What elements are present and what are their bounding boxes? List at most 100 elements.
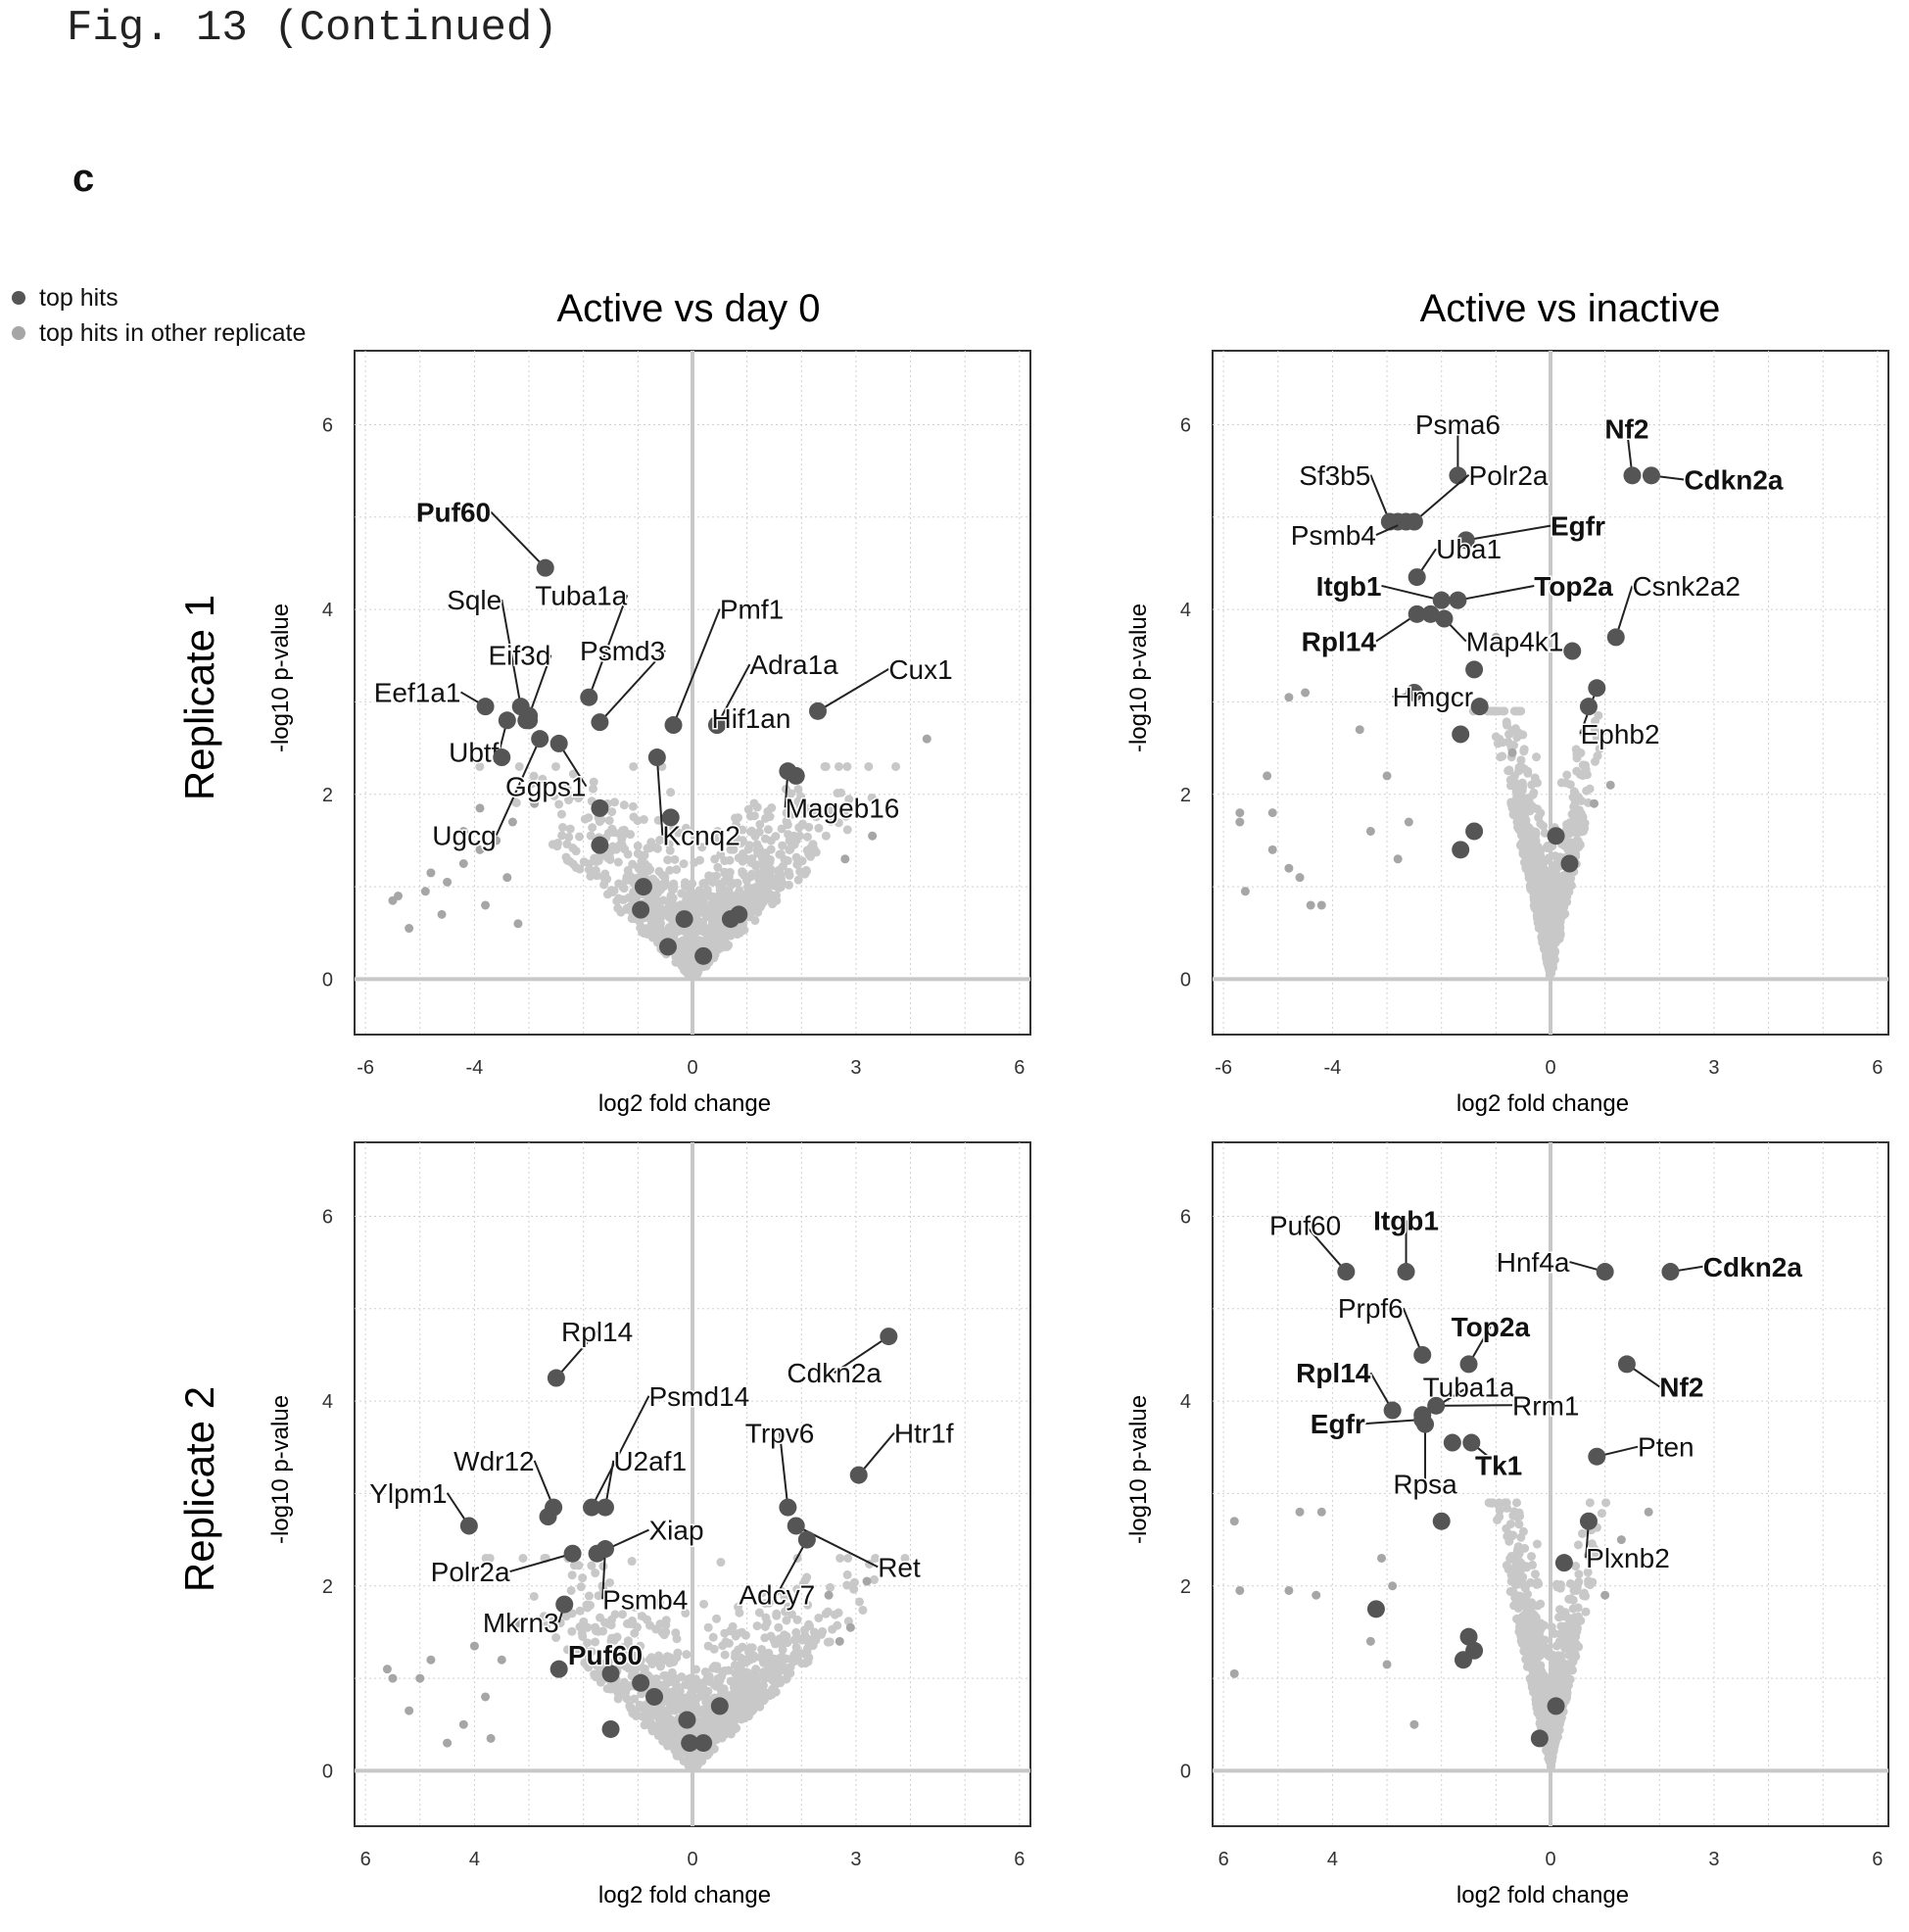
hit-point — [662, 808, 680, 826]
outlier-point — [502, 873, 511, 882]
outlier-point — [513, 919, 522, 928]
hit-point — [1449, 592, 1466, 609]
hit-point — [602, 1720, 620, 1738]
background-point — [774, 1623, 783, 1632]
background-point — [692, 1665, 700, 1673]
background-point — [1539, 867, 1548, 876]
background-point — [1570, 789, 1579, 797]
outlier-point — [846, 1623, 855, 1632]
background-point — [1516, 1602, 1525, 1611]
outlier-point — [1301, 689, 1310, 698]
hit-point — [537, 559, 554, 577]
background-point — [709, 1633, 718, 1642]
background-point — [1531, 1570, 1540, 1578]
hit-point — [1623, 466, 1641, 484]
leader-line — [1436, 1405, 1512, 1406]
hit-label: Xiap — [648, 1516, 703, 1546]
background-point — [552, 842, 561, 850]
outlier-point — [1383, 771, 1392, 780]
background-point — [1548, 1734, 1556, 1743]
background-point — [791, 1649, 800, 1658]
hit-label: Nf2 — [1659, 1372, 1703, 1402]
outlier-point — [1405, 818, 1413, 827]
hit-label: Adcy7 — [739, 1580, 815, 1611]
x-axis-label: log2 fold change — [598, 1090, 771, 1117]
hit-point — [550, 735, 568, 752]
outlier-point — [1235, 818, 1244, 827]
background-point — [666, 788, 675, 797]
background-point — [651, 878, 660, 887]
background-point — [624, 866, 633, 875]
hit-point — [1444, 1434, 1461, 1452]
x-tick-label: -4 — [466, 1057, 484, 1079]
hit-label: Nf2 — [1604, 414, 1648, 445]
background-point — [756, 900, 765, 909]
hit-label: Wdr12 — [453, 1446, 534, 1476]
background-point — [1580, 1588, 1589, 1597]
x-tick-label: 6 — [360, 1849, 371, 1870]
hit-point — [676, 910, 693, 928]
background-point — [835, 1554, 844, 1563]
hit-point — [635, 878, 652, 895]
outlier-point — [1235, 808, 1244, 817]
hit-point — [1460, 1355, 1478, 1373]
background-point — [1562, 771, 1571, 780]
background-point — [673, 1649, 682, 1658]
x-tick-label: -6 — [357, 1057, 374, 1079]
background-point — [1512, 706, 1521, 715]
background-point — [695, 856, 704, 865]
background-point — [704, 1726, 713, 1735]
background-point — [530, 1592, 539, 1601]
background-point — [686, 945, 694, 954]
background-point — [1512, 733, 1521, 742]
hit-point — [1555, 1554, 1573, 1571]
background-point — [628, 875, 637, 884]
hit-label: Psmb4 — [602, 1584, 688, 1615]
background-point — [680, 859, 689, 868]
background-point — [576, 1607, 585, 1616]
background-point — [1521, 1584, 1530, 1593]
background-point — [1556, 1685, 1565, 1694]
background-point — [1531, 830, 1540, 839]
background-point — [640, 815, 648, 824]
background-point — [588, 823, 597, 832]
hit-label: Puf60 — [1269, 1210, 1341, 1240]
background-point — [720, 877, 729, 886]
hit-point — [1462, 1434, 1480, 1452]
background-point — [1574, 837, 1583, 845]
outlier-point — [1284, 864, 1293, 873]
background-point — [1520, 858, 1529, 867]
background-point — [1539, 1677, 1548, 1686]
y-axis-label: -log10 p-value — [1125, 604, 1152, 752]
hit-label: Psmb4 — [1291, 520, 1376, 551]
hit-point — [548, 1370, 565, 1387]
hit-point — [880, 1328, 897, 1345]
background-point — [1523, 1657, 1532, 1666]
y-tick-label: 0 — [1180, 969, 1191, 990]
background-point — [1493, 1516, 1502, 1524]
background-point — [644, 866, 653, 875]
background-point — [729, 1696, 738, 1705]
background-point — [753, 802, 762, 811]
background-point — [575, 832, 584, 841]
background-point — [778, 842, 787, 850]
hit-label: Psma6 — [1415, 410, 1501, 440]
background-point — [1530, 883, 1539, 892]
background-point — [722, 932, 731, 941]
x-tick-label: 4 — [1327, 1849, 1338, 1870]
background-point — [803, 833, 812, 842]
background-point — [1550, 953, 1558, 962]
background-point — [1519, 810, 1528, 819]
hit-point — [493, 749, 510, 766]
background-point — [1542, 945, 1551, 954]
hit-point — [1597, 1263, 1614, 1280]
background-point — [800, 1625, 809, 1634]
background-point — [771, 1681, 780, 1690]
hit-label: Adra1a — [749, 650, 838, 680]
hit-label: Pmf1 — [720, 595, 784, 625]
hit-point — [460, 1517, 478, 1534]
outlier-point — [1508, 749, 1517, 757]
hit-label: Map4k1 — [1466, 627, 1564, 657]
background-point — [677, 889, 686, 897]
background-point — [577, 1582, 586, 1591]
